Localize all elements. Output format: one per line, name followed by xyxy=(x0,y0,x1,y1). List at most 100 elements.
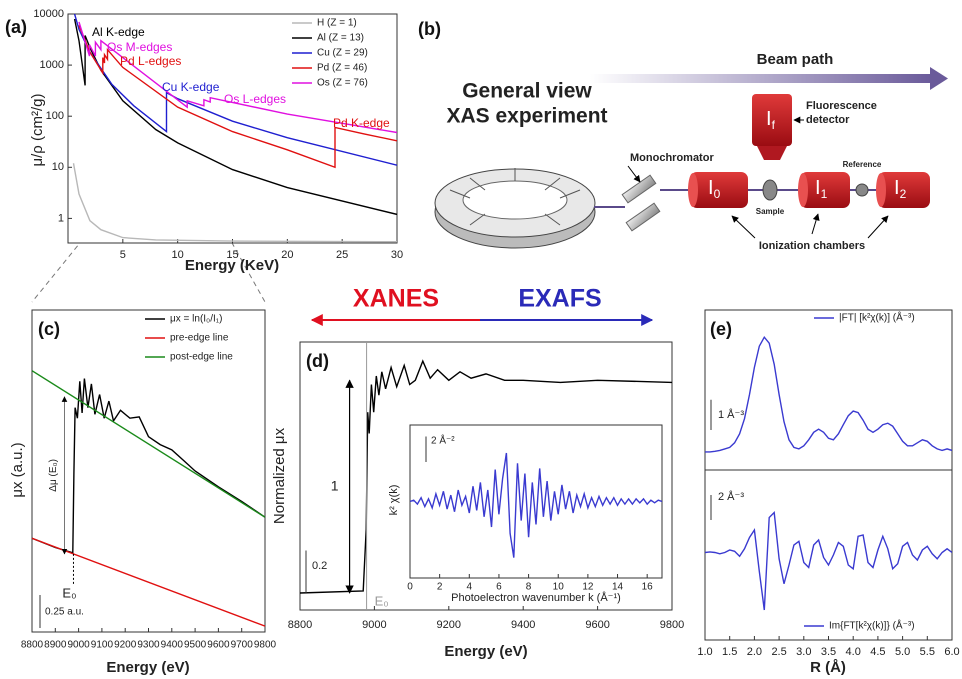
sample xyxy=(762,179,778,201)
x-tick-label: 10 xyxy=(553,582,565,593)
x-tick-label: 15 xyxy=(226,249,238,261)
x-tick-label: 8900 xyxy=(44,640,67,651)
y-tick-label: 10 xyxy=(52,161,64,173)
x-tick-label: 10 xyxy=(172,249,184,261)
label-arrow xyxy=(627,165,641,183)
y-axis-label: μ/ρ (cm²/g) xyxy=(29,93,46,166)
x-tick-label: 4.5 xyxy=(870,646,885,658)
scale-bar-label: 1 Å⁻³ xyxy=(718,408,744,421)
x-tick-label: 9800 xyxy=(660,619,684,631)
x-tick-label: 2.0 xyxy=(747,646,762,658)
annotation: Os L-edges xyxy=(224,92,286,106)
panel-label: (e) xyxy=(710,319,732,339)
panel-label: (a) xyxy=(5,17,27,37)
legend-label: post-edge line xyxy=(170,352,233,363)
scale-bar-label: 0.2 xyxy=(312,560,327,572)
chamber-end xyxy=(688,173,698,207)
y-tick-label: 1000 xyxy=(40,59,64,71)
x-tick-label: 2 xyxy=(437,582,443,593)
region-label: EXAFS xyxy=(518,285,601,313)
x-tick-label: 6 xyxy=(496,582,502,593)
x-tick-label: 9100 xyxy=(91,640,114,651)
x-tick-label: 5 xyxy=(120,249,126,261)
panel-label: (b) xyxy=(418,19,441,39)
chamber-sub: 0 xyxy=(714,187,721,201)
chamber-end xyxy=(798,173,808,207)
synchrotron xyxy=(462,180,568,220)
label-arrow xyxy=(811,213,820,235)
chamber-sub: f xyxy=(772,118,776,132)
chamber-sub: 1 xyxy=(821,187,828,201)
label-arrow xyxy=(867,215,889,239)
chamber-label: I xyxy=(766,108,772,130)
data-line xyxy=(73,18,397,216)
detector xyxy=(752,94,792,146)
ionization-chamber xyxy=(690,172,748,208)
legend-label: μx = ln(I₀/I₁) xyxy=(170,314,222,325)
reference xyxy=(855,183,869,197)
detector-cone xyxy=(757,146,787,160)
x-tick-label: 5.5 xyxy=(920,646,935,658)
x-tick-label: 1.0 xyxy=(697,646,712,658)
monochromator-label: Monochromator xyxy=(630,152,714,164)
diagram-title: XAS experiment xyxy=(446,105,607,128)
x-axis-label: R (Å) xyxy=(810,659,846,676)
beam-arrow xyxy=(590,74,932,83)
y-axis-label: μx (a.u.) xyxy=(9,442,26,497)
legend-label: Im{FT[k²χ(k)]} (Å⁻³) xyxy=(829,619,915,632)
plot-frame xyxy=(409,424,663,579)
legend-label: |FT| [k²χ(k)] (Å⁻³) xyxy=(839,311,915,324)
e0-label: E₀ xyxy=(62,585,76,600)
annotation: Os M-edges xyxy=(107,40,172,54)
x-tick-label: 6.0 xyxy=(944,646,959,658)
monochromator-crystal xyxy=(621,174,657,204)
ionization-chamber xyxy=(878,172,930,208)
x-tick-label: 3.5 xyxy=(821,646,836,658)
chamber-label: I xyxy=(708,177,714,199)
beam-path-label: Beam path xyxy=(757,51,834,68)
x-axis-label: Photoelectron wavenumber k (Å⁻¹) xyxy=(451,591,621,604)
legend-label: H (Z = 1) xyxy=(317,18,357,29)
x-tick-label: 25 xyxy=(336,249,348,261)
x-tick-label: 9700 xyxy=(231,640,254,651)
beam-arrowhead xyxy=(930,67,948,90)
x-tick-label: 8 xyxy=(526,582,532,593)
reference-label: Reference xyxy=(843,160,882,169)
chamber-label: If xyxy=(766,108,776,132)
x-tick-label: 9500 xyxy=(184,640,207,651)
x-axis-label: Energy (KeV) xyxy=(185,257,279,274)
x-tick-label: 1.5 xyxy=(722,646,737,658)
x-axis-label: Energy (eV) xyxy=(106,659,189,676)
x-tick-label: 9600 xyxy=(585,619,609,631)
chamber-label: I0 xyxy=(708,177,721,201)
ionization-chamber xyxy=(800,172,850,208)
annotation: Pd K-edge xyxy=(333,116,390,130)
annotation: Al K-edge xyxy=(92,25,145,39)
x-tick-label: 9200 xyxy=(437,619,461,631)
data-line xyxy=(705,510,952,611)
chamber-label: I1 xyxy=(815,177,828,201)
chamber-label: I2 xyxy=(894,177,907,201)
annotation: Cu K-edge xyxy=(162,80,220,94)
x-tick-label: 9400 xyxy=(161,640,184,651)
scale-bar-label: 2 Å⁻³ xyxy=(718,490,744,503)
synchrotron-detail xyxy=(449,168,581,226)
chambers-label: Ionization chambers xyxy=(759,240,865,252)
x-tick-label: 3.0 xyxy=(796,646,811,658)
data-line xyxy=(410,452,662,558)
x-tick-label: 9300 xyxy=(137,640,160,651)
chamber-label: I xyxy=(894,177,900,199)
chamber-label: I xyxy=(815,177,821,199)
plot-frame xyxy=(31,309,266,633)
data-line xyxy=(32,537,265,627)
data-line xyxy=(78,21,397,134)
legend-label: Pd (Z = 46) xyxy=(317,63,367,74)
plot-frame xyxy=(704,309,953,471)
data-line xyxy=(32,378,265,554)
data-line xyxy=(72,163,397,243)
x-tick-label: 8800 xyxy=(288,619,312,631)
diagram: (b) Beam path General view XAS experimen… xyxy=(418,19,948,252)
delta-mu-label: Δμ (E₀) xyxy=(48,459,59,492)
plot-frame xyxy=(704,469,953,641)
